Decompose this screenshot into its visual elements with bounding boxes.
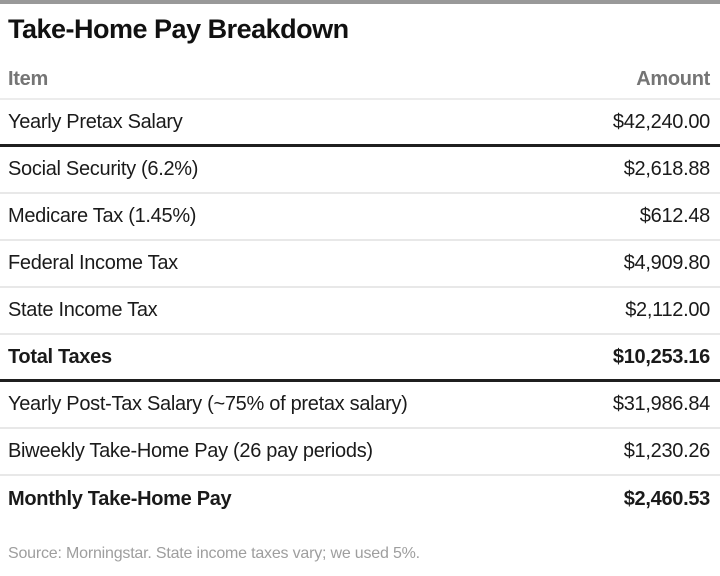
column-header-amount: Amount [636, 67, 710, 90]
row-item-label: Monthly Take-Home Pay [8, 488, 232, 510]
table-row-biweekly-take-home-pay: Biweekly Take-Home Pay (26 pay periods) … [0, 429, 720, 476]
table-row-yearly-pretax-salary: Yearly Pretax Salary $42,240.00 [0, 100, 720, 147]
table-row-federal-income-tax: Federal Income Tax $4,909.80 [0, 241, 720, 288]
row-item-label: Biweekly Take-Home Pay (26 pay periods) [8, 440, 373, 462]
table-row-yearly-post-tax-salary: Yearly Post-Tax Salary (~75% of pretax s… [0, 382, 720, 429]
row-amount-value: $2,112.00 [625, 299, 710, 321]
row-item-label: Medicare Tax (1.45%) [8, 205, 197, 227]
source-note: Source: Morningstar. State income taxes … [8, 545, 420, 562]
row-amount-value: $1,230.26 [623, 440, 711, 462]
row-item-label: Total Taxes [8, 345, 112, 368]
table-row-monthly-take-home-pay: Monthly Take-Home Pay $2,460.53 [0, 476, 720, 523]
row-item-label: Yearly Post-Tax Salary (~75% of pretax s… [8, 393, 408, 415]
table-row-social-security: Social Security (6.2%) $2,618.88 [0, 147, 720, 194]
page-title: Take-Home Pay Breakdown [8, 14, 349, 44]
row-item-label: Yearly Pretax Salary [8, 110, 183, 133]
table-header-row: Item Amount [0, 60, 720, 100]
table-row-state-income-tax: State Income Tax $2,112.00 [0, 288, 720, 335]
pay-breakdown-table: Item Amount Yearly Pretax Salary $42,240… [0, 60, 720, 523]
row-amount-value: $2,618.88 [623, 158, 711, 180]
top-accent-bar [0, 0, 720, 4]
column-header-item: Item [8, 67, 48, 90]
title-area: Take-Home Pay Breakdown [0, 4, 720, 60]
row-amount-value: $42,240.00 [612, 110, 710, 133]
row-amount-value: $4,909.80 [623, 252, 711, 274]
table-row-total-taxes: Total Taxes $10,253.16 [0, 335, 720, 382]
row-item-label: Social Security (6.2%) [8, 158, 199, 180]
row-item-label: State Income Tax [8, 299, 158, 321]
row-item-label: Federal Income Tax [8, 252, 178, 274]
table-row-medicare-tax: Medicare Tax (1.45%) $612.48 [0, 194, 720, 241]
footer-area: Source: Morningstar. State income taxes … [0, 523, 720, 563]
row-amount-value: $31,986.84 [612, 393, 710, 415]
row-amount-value: $2,460.53 [623, 488, 711, 510]
row-amount-value: $10,253.16 [612, 345, 710, 368]
row-amount-value: $612.48 [639, 205, 711, 227]
